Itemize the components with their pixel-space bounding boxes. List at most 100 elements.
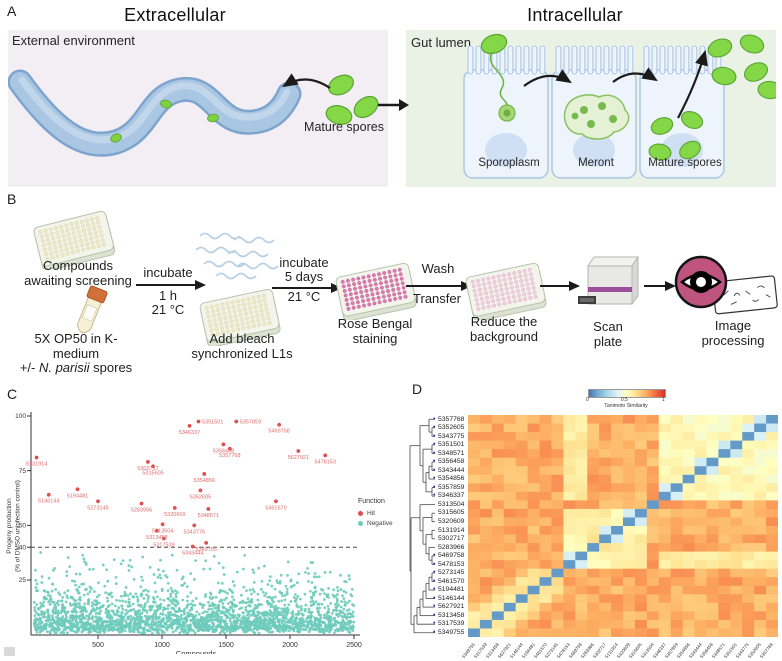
colorbar-tick-0: 0 [586, 397, 589, 403]
spore-exit-arrow [677, 49, 708, 119]
worm-highlight [18, 76, 291, 144]
wash-label: Wash [421, 261, 455, 276]
intracellular-title: Intracellular [527, 5, 623, 25]
compounds-plate-icon [33, 210, 116, 269]
heatmap-row-label: • 5469758 [433, 552, 465, 560]
compounds-caption-line1: Compounds [42, 258, 114, 273]
scan-caption-line1: Scan [593, 319, 623, 334]
external-environment-box [8, 30, 388, 187]
colorbar-title: Tanimoto Similarity [604, 403, 648, 409]
panel-a-label: A [7, 3, 17, 19]
gut-lumen-label: Gut lumen [411, 35, 471, 50]
heatmap-row-label: 5315605 [438, 509, 465, 517]
scanner-icon [578, 255, 639, 306]
heatmap-row-label: • 5348571 [433, 449, 465, 457]
heatmap-row-label: • 5313458 [433, 611, 465, 619]
hit-dot-icon [358, 511, 363, 516]
incubate2-temp-label: 21 °C [287, 289, 321, 304]
compounds-caption-line2: awaiting screening [24, 272, 132, 288]
spore-tube-icon [77, 285, 108, 334]
incubate1-label: incubate [143, 265, 193, 280]
to-scanner-arrow [540, 281, 580, 291]
transfer-label: Transfer [413, 291, 461, 306]
heatmap-canvas [468, 415, 778, 637]
heatmap-row-label: • 5461570 [433, 577, 465, 585]
heatmap-row-label: • 5357768 [433, 415, 465, 423]
colorbar-tick-05: 0.5 [621, 397, 628, 403]
heatmap-row-label: • 5346337 [433, 492, 465, 500]
meront-label: Meront [578, 157, 614, 169]
incubate1-time-label: 1 h [158, 288, 178, 303]
sporoplasm-label: Sporoplasm [478, 157, 540, 169]
scan-caption-line2: plate [593, 333, 623, 349]
meront-to-spores-arrow [612, 67, 658, 83]
heatmap-row-label: • 5351501 [433, 441, 465, 449]
legend-title: Function [358, 498, 385, 505]
intestinal-cells [463, 45, 725, 179]
mature-spores-cluster [325, 74, 379, 125]
colorbar-tick-1: 1 [662, 397, 665, 403]
heatmap-row-label: • 5343775 [433, 432, 465, 440]
heatmap-row-label: • 5317539 [433, 620, 465, 628]
panel-d-label: D [412, 381, 423, 397]
worm-spore-3 [207, 113, 219, 123]
sporoplasm-to-meront-arrow [523, 69, 572, 87]
invading-spore [480, 33, 508, 55]
tube-caption-line3: +/- N. parisii spores [19, 360, 133, 376]
rose-bengal-plate-icon [335, 262, 417, 320]
imageproc-caption-line1: Image [714, 318, 752, 333]
heatmap-row-label: 5131914 [438, 526, 465, 534]
scatter-legend: Function Hit Negative [358, 498, 393, 527]
tube-caption-line1: 5X OP50 in K- [34, 331, 118, 346]
heatmap-row-label: • 5194481 [433, 586, 465, 594]
worm-body [10, 72, 299, 155]
heatmap-row-label: • 5273145 [433, 569, 465, 577]
incubate2-arrow [272, 283, 342, 293]
heatmap-row-label: • 5354856 [433, 475, 465, 483]
mature-spores-label: Mature spores [304, 120, 384, 134]
washed-plate-icon [465, 262, 547, 320]
cropped-panel-artifact [4, 647, 15, 656]
heatmap-row-label: • 5478153 [433, 560, 465, 568]
extracellular-title: Extracellular [124, 5, 226, 25]
worm-spore-2 [160, 99, 172, 109]
panel-b-label: B [7, 191, 17, 207]
rosebengal-caption-line2: staining [352, 330, 398, 346]
heatmap-row-label: • 5627921 [433, 603, 465, 611]
legend-item-negative: Negative [358, 520, 393, 527]
heatmap-row-label: 5320609 [438, 518, 465, 526]
heatmap-row-label: • 5349755 [433, 629, 465, 637]
meront-body [563, 94, 630, 140]
heatmap-row-label: • 5357859 [433, 483, 465, 491]
negative-dot-icon [358, 521, 363, 526]
tube-caption-line2: medium [52, 345, 100, 361]
colorbar-gradient [588, 389, 666, 398]
heatmap-row-label: • 5356458 [433, 458, 465, 466]
legend-item-hit: Hit [358, 510, 393, 517]
heatmap-row-label: • 5352605 [433, 424, 465, 432]
heatmap-row-label: 5302717 [438, 535, 465, 543]
reduce-caption-line2: background [470, 328, 538, 344]
external-environment-label: External environment [12, 33, 135, 48]
spores-to-worm-arrow [282, 73, 331, 89]
polar-tube [489, 51, 508, 107]
extracellular-to-intracellular-arrow [378, 99, 409, 111]
image-processing-icon [674, 255, 778, 315]
incubate2-label: incubate [279, 255, 329, 270]
scatter-plot-canvas [0, 392, 412, 654]
heatmap-row-label: • 5146144 [433, 594, 465, 602]
intracellular-spores [648, 110, 704, 161]
mature-spores-cell-label: Mature spores [648, 157, 722, 169]
worm-graphic [8, 69, 379, 157]
incubate1-temp-label: 21 °C [151, 302, 185, 317]
heatmap-row-label: 5283966 [438, 543, 465, 551]
released-spores [707, 34, 776, 100]
heatmap-row-label: 5313504 [438, 500, 465, 508]
dendrogram-svg [409, 418, 435, 634]
incubate2-time-label: 5 days [284, 269, 324, 284]
heatmap-row-label: • 5343444 [433, 466, 465, 474]
rosebengal-caption-line1: Rose Bengal [337, 316, 413, 331]
reduce-caption-line1: Reduce the [470, 314, 538, 329]
incubate1-arrow [136, 280, 206, 290]
